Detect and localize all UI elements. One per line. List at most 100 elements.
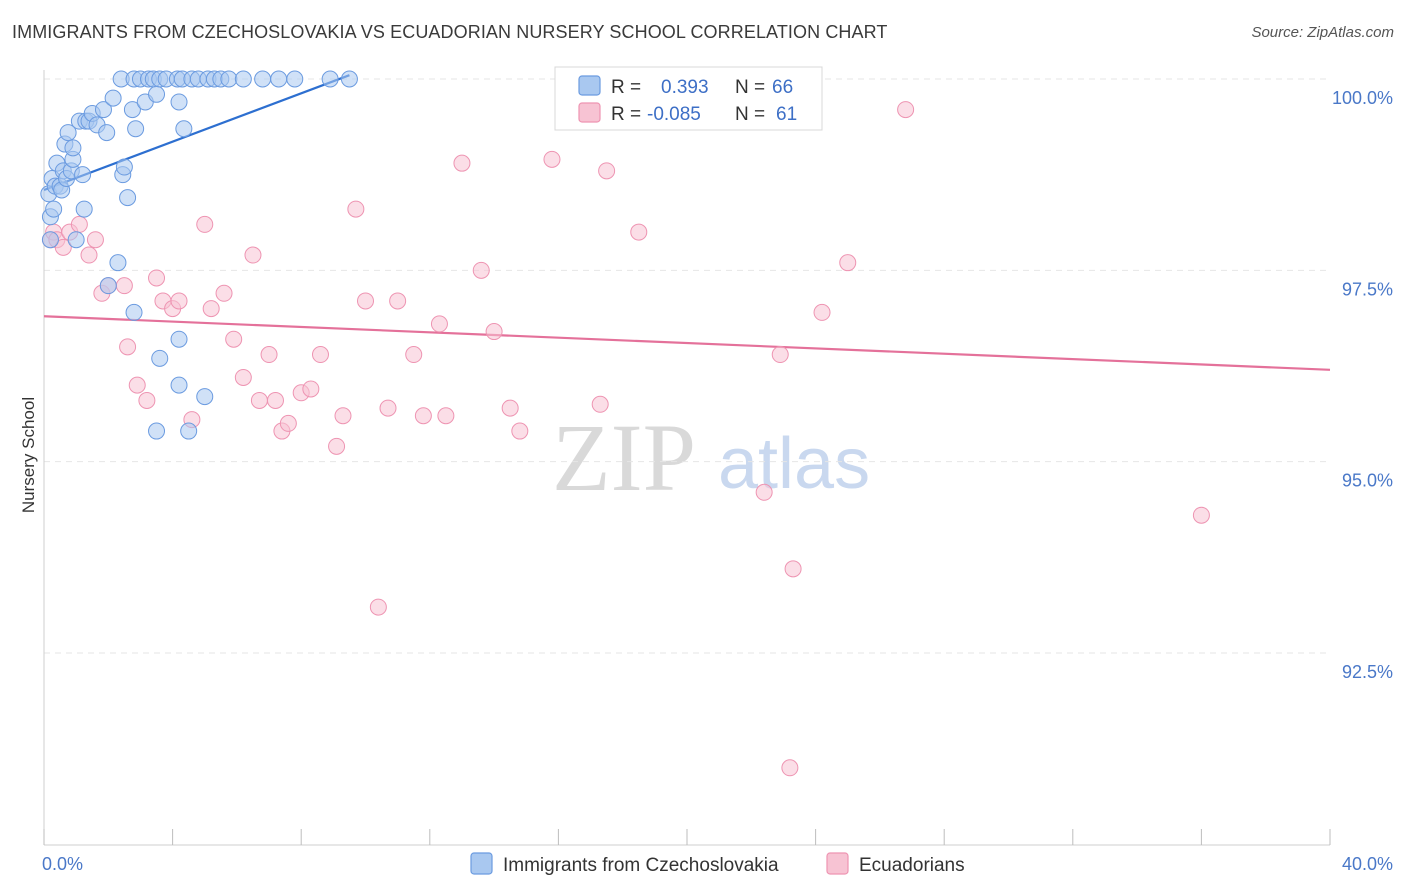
point-czechoslovakia — [127, 120, 145, 138]
point-ecuadorian — [369, 598, 387, 616]
point-ecuadorian — [128, 376, 146, 394]
chart-title: IMMIGRANTS FROM CZECHOSLOVAKIA VS ECUADO… — [12, 22, 888, 42]
point-czechoslovakia — [196, 388, 214, 406]
point-ecuadorian — [250, 391, 268, 409]
point-czechoslovakia — [286, 70, 304, 88]
point-czechoslovakia — [270, 70, 288, 88]
point-czechoslovakia — [148, 85, 166, 103]
point-ecuadorian — [260, 346, 278, 364]
point-ecuadorian — [897, 101, 915, 119]
point-ecuadorian — [334, 407, 352, 425]
watermark: ZIP atlas — [552, 404, 870, 511]
point-ecuadorian — [501, 399, 519, 417]
point-czechoslovakia — [115, 158, 133, 176]
point-ecuadorian — [54, 238, 72, 256]
point-ecuadorian — [414, 407, 432, 425]
axes — [43, 70, 1331, 846]
point-ecuadorian — [389, 292, 407, 310]
point-czechoslovakia — [151, 349, 169, 367]
point-czechoslovakia — [104, 89, 122, 107]
point-ecuadorian — [1192, 506, 1210, 524]
point-ecuadorian — [591, 395, 609, 413]
point-ecuadorian — [347, 200, 365, 218]
legend-r-value-2: -0.085 — [647, 104, 701, 125]
legend-r-label-2: R = — [611, 104, 641, 125]
watermark-zip: ZIP — [552, 404, 696, 511]
point-ecuadorian — [138, 391, 156, 409]
series-legend-swatch-blue — [470, 852, 493, 875]
point-czechoslovakia — [59, 124, 77, 142]
point-czechoslovakia — [45, 200, 63, 218]
point-ecuadorian — [225, 330, 243, 348]
point-czechoslovakia — [98, 124, 116, 142]
x-tick-label-max: 40.0% — [1342, 854, 1393, 874]
point-ecuadorian — [453, 154, 471, 172]
point-ecuadorian — [70, 215, 88, 233]
point-ecuadorian — [430, 315, 448, 333]
legend-swatch-blue — [578, 75, 601, 96]
series-legend: Immigrants from Czechoslovakia Ecuadoria… — [470, 852, 965, 876]
point-ecuadorian — [357, 292, 374, 310]
legend-r-label-1: R = — [611, 77, 641, 98]
legend-n-value-2: 61 — [776, 104, 797, 125]
point-czechoslovakia — [64, 139, 82, 157]
point-czechoslovakia — [170, 330, 188, 348]
y-tick-label: 97.5% — [1342, 279, 1393, 299]
point-czechoslovakia — [321, 70, 339, 88]
data-points — [40, 70, 1210, 777]
point-ecuadorian — [80, 246, 98, 264]
point-ecuadorian — [244, 246, 262, 264]
point-czechoslovakia — [99, 277, 117, 295]
point-ecuadorian — [771, 346, 789, 364]
y-axis-title: Nursery School — [19, 397, 38, 513]
point-ecuadorian — [379, 399, 397, 417]
gridlines — [44, 78, 1330, 654]
point-ecuadorian — [405, 346, 423, 364]
point-ecuadorian — [485, 323, 503, 341]
trend-line-ecuadorian — [43, 315, 1331, 371]
point-czechoslovakia — [170, 376, 188, 394]
point-ecuadorian — [781, 759, 799, 777]
series-legend-label-1: Immigrants from Czechoslovakia — [503, 855, 779, 876]
point-ecuadorian — [279, 414, 297, 432]
trend-lines — [43, 74, 1331, 371]
legend-n-value-1: 66 — [772, 77, 793, 98]
point-czechoslovakia — [180, 422, 198, 440]
x-tick-label-min: 0.0% — [42, 854, 83, 874]
point-czechoslovakia — [75, 200, 93, 218]
source-label: Source: ZipAtlas.com — [1251, 24, 1394, 41]
point-ecuadorian — [215, 284, 233, 302]
point-ecuadorian — [266, 391, 284, 409]
legend-n-label-1: N = — [735, 77, 765, 98]
point-ecuadorian — [630, 223, 648, 241]
series-legend-swatch-pink — [826, 852, 849, 875]
point-ecuadorian — [755, 483, 773, 501]
point-czechoslovakia — [234, 70, 252, 88]
watermark-atlas: atlas — [718, 424, 870, 504]
legend-r-value-1: 0.393 — [661, 77, 709, 98]
point-czechoslovakia — [340, 70, 358, 88]
point-ecuadorian — [119, 338, 137, 356]
point-ecuadorian — [86, 231, 104, 249]
legend-n-label-2: N = — [735, 104, 765, 125]
point-ecuadorian — [311, 346, 329, 364]
legend-swatch-pink — [578, 102, 601, 123]
point-ecuadorian — [302, 380, 320, 398]
correlation-legend: R = 0.393 N = 66 R = -0.085 N = 61 — [554, 66, 823, 131]
point-czechoslovakia — [41, 231, 59, 249]
point-ecuadorian — [115, 277, 133, 295]
point-ecuadorian — [472, 261, 490, 279]
point-czechoslovakia — [67, 231, 85, 249]
y-tick-label: 95.0% — [1342, 471, 1393, 491]
point-ecuadorian — [839, 254, 857, 272]
point-ecuadorian — [196, 215, 214, 233]
tick-labels: 92.5% 95.0% 97.5% 100.0% 0.0% 40.0% — [42, 88, 1393, 874]
point-czechoslovakia — [119, 189, 137, 207]
point-czechoslovakia — [254, 70, 272, 88]
series-legend-label-2: Ecuadorians — [859, 855, 965, 876]
point-ecuadorian — [511, 422, 529, 440]
point-czechoslovakia — [170, 93, 188, 111]
point-czechoslovakia — [94, 101, 112, 119]
point-czechoslovakia — [125, 303, 143, 321]
